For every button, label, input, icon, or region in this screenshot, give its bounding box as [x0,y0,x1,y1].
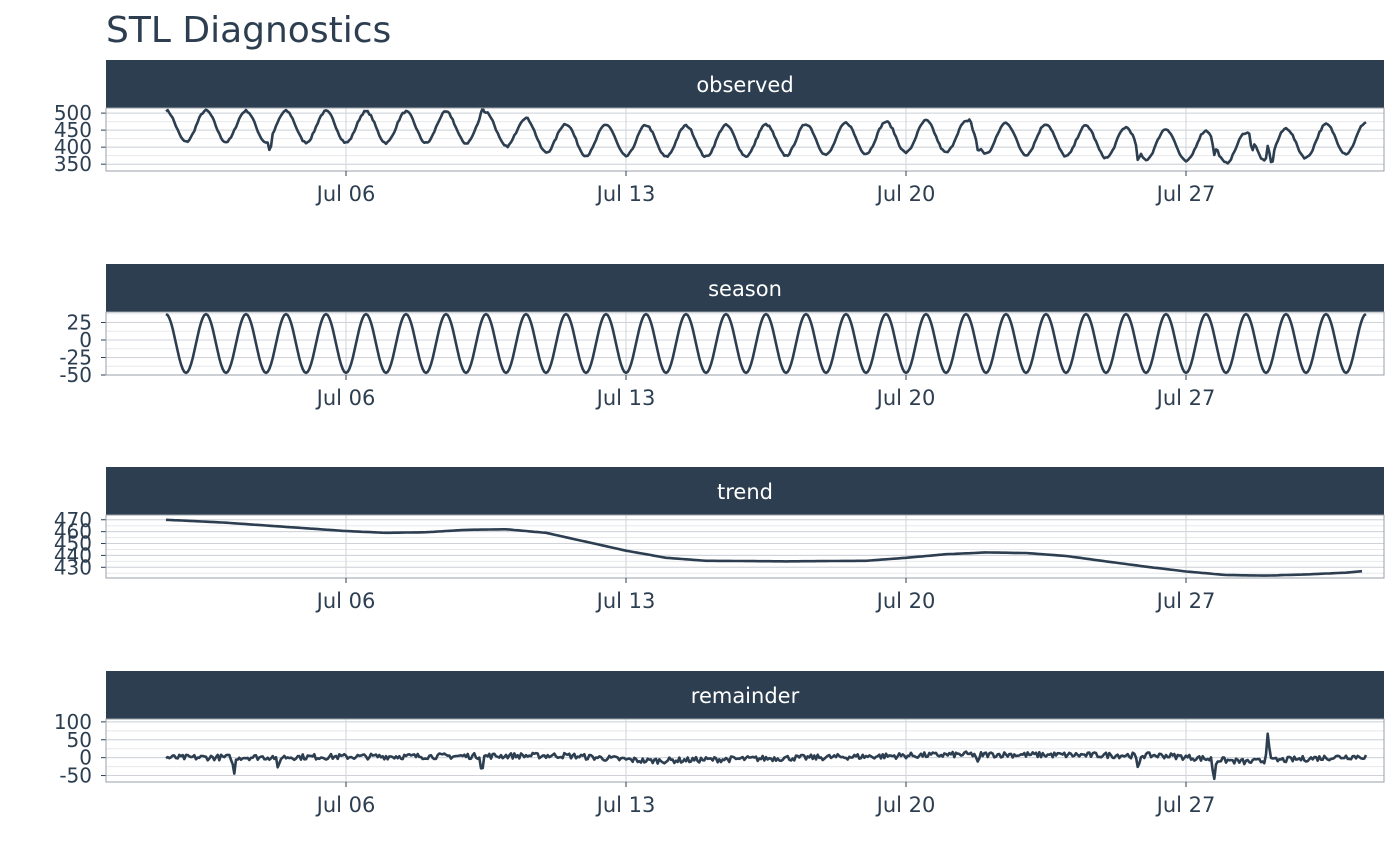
chart-title: STL Diagnostics [106,10,392,51]
panel-border [105,718,1385,783]
x-tick-label: Jul 06 [315,793,376,817]
y-tick-label: 440 [54,543,92,567]
plot-area-season [106,312,1384,375]
y-tick-label: -50 [59,363,92,387]
x-tick-label: Jul 13 [595,182,656,206]
y-tick-label: 50 [67,728,92,752]
x-tick-label: Jul 27 [1155,793,1216,817]
y-tick-label: 100 [54,710,92,734]
y-tick-label: 400 [54,135,92,159]
panel-border [105,107,1385,172]
strip-observed [106,60,1384,108]
x-tick-label: Jul 20 [875,386,936,410]
series-line-observed [165,107,1367,165]
y-tick-label: 470 [54,508,92,532]
series-line-season [165,312,1367,375]
x-tick-label: Jul 27 [1155,589,1216,613]
x-tick-label: Jul 06 [315,386,376,410]
y-tick-label: 430 [54,555,92,579]
x-tick-label: Jul 13 [595,793,656,817]
y-tick-label: 0 [79,746,92,770]
x-tick-label: Jul 27 [1155,386,1216,410]
plot-area-trend [106,515,1384,578]
strip-season [106,264,1384,312]
y-tick-label: 0 [79,328,92,352]
x-tick-label: Jul 06 [315,182,376,206]
x-tick-label: Jul 27 [1155,182,1216,206]
strip-label-remainder: remainder [691,684,800,708]
x-tick-label: Jul 20 [875,793,936,817]
x-tick-label: Jul 06 [315,589,376,613]
y-tick-label: 350 [54,152,92,176]
strip-remainder [106,671,1384,719]
series-line-remainder [165,732,1368,781]
y-tick-label: -50 [59,764,92,788]
series-line-trend [165,518,1363,577]
panel-border [105,514,1385,579]
y-tick-label: 25 [67,311,92,335]
strip-label-observed: observed [696,73,793,97]
y-tick-label: -25 [59,346,92,370]
strip-label-trend: trend [717,480,773,504]
strip-label-season: season [708,277,782,301]
y-tick-label: 450 [54,118,92,142]
y-tick-label: 500 [54,101,92,125]
y-tick-label: 450 [54,532,92,556]
x-tick-label: Jul 20 [875,589,936,613]
y-tick-label: 460 [54,520,92,544]
panel-border [105,311,1385,376]
plot-area-observed [106,108,1384,171]
strip-trend [106,467,1384,515]
x-tick-label: Jul 20 [875,182,936,206]
x-tick-label: Jul 13 [595,386,656,410]
x-tick-label: Jul 13 [595,589,656,613]
plot-area-remainder [106,719,1384,782]
